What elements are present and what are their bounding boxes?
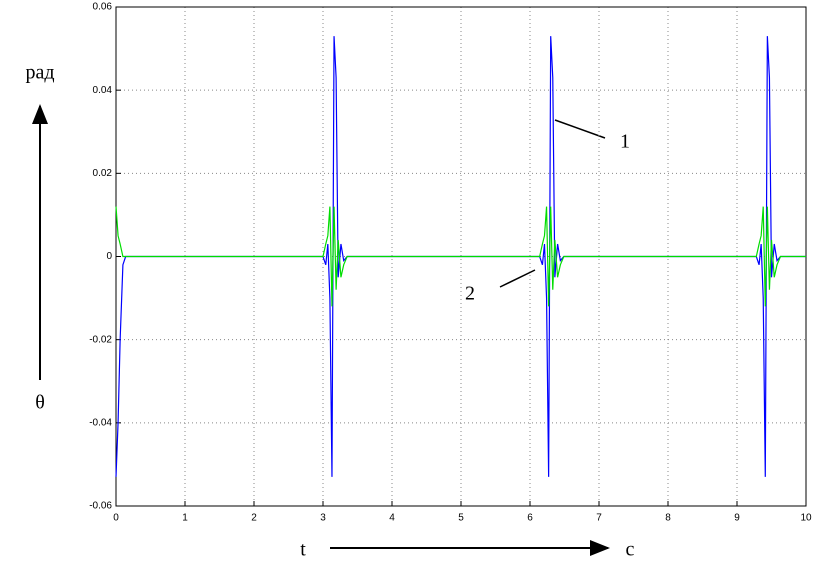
y-tick-label: -0.02 [89,334,112,345]
x-tick-label: 10 [800,513,812,524]
x-tick-label: 7 [596,513,602,524]
series-line [115,206,806,307]
y-label: рад [25,62,54,84]
x-tick-label: 0 [113,513,119,524]
series-label: 2 [465,283,475,305]
annotation-line [499,269,536,288]
x-label: t [300,539,306,561]
y-tick-label: 0.02 [93,168,113,179]
x-tick-label: 1 [182,513,188,524]
x-tick-label: 9 [734,513,740,524]
x-tick-label: 2 [251,513,257,524]
y-tick-label: -0.06 [89,501,112,512]
x-tick-label: 5 [458,513,464,524]
series-line [115,36,806,477]
x-unit: c [626,539,635,561]
y-symbol: θ [35,392,45,414]
x-tick-label: 8 [665,513,671,524]
x-tick-label: 6 [527,513,533,524]
y-tick-label: 0.04 [93,85,113,96]
y-tick-label: 0 [106,251,112,262]
annotation-line [554,119,606,139]
series-label: 1 [620,131,630,153]
y-tick-label: 0.06 [93,2,113,13]
x-tick-label: 4 [389,513,395,524]
y-tick-label: -0.04 [89,417,112,428]
x-tick-label: 3 [320,513,326,524]
